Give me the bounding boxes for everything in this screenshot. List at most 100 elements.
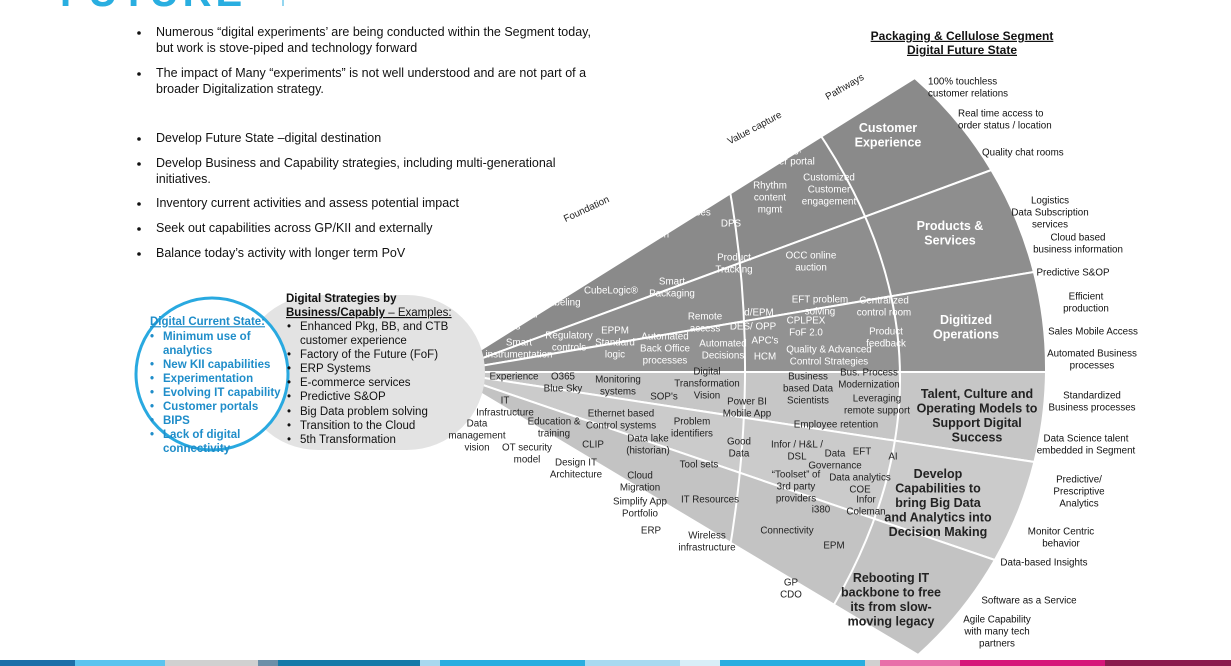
- bullet-dot: [137, 137, 141, 141]
- label-line: d/EPM: [744, 307, 773, 318]
- label-line: Control systems: [586, 420, 656, 431]
- label-line: embedded in Segment: [1037, 445, 1136, 456]
- label-line: Raw Material: [480, 309, 537, 320]
- label-line: 100% touchless: [928, 76, 997, 87]
- label-line: systems: [600, 386, 636, 397]
- footer-stripe: [440, 660, 585, 666]
- label-line: training: [538, 428, 570, 439]
- label-line: Smart: [506, 337, 532, 348]
- label-line: remote support: [844, 405, 910, 416]
- label-line: COE: [849, 484, 871, 495]
- label-line: Data: [825, 448, 846, 459]
- label-line: Data lake: [627, 433, 669, 444]
- label-line: instrumentation: [486, 349, 553, 360]
- label-line: business information: [1033, 244, 1123, 255]
- bullet-dot: [137, 162, 141, 166]
- label-line: GPnow!: [493, 286, 528, 297]
- label-line: Automated: [699, 338, 746, 349]
- label-line: Architecture: [550, 469, 603, 480]
- label-line: Decision Making: [889, 525, 988, 539]
- bullet-mark: •: [150, 359, 154, 371]
- label-line: initiatives.: [156, 172, 211, 186]
- label-line: with many tech: [963, 626, 1029, 637]
- label-line: auction: [795, 262, 827, 273]
- label-line: Analytics: [1059, 498, 1098, 509]
- label-line: Services: [924, 233, 975, 247]
- label-line: Education &: [528, 416, 581, 427]
- footer-stripe: [420, 660, 440, 666]
- label-line: 5th Transformation: [300, 434, 396, 446]
- label-line: CubeLogic®: [584, 285, 639, 296]
- label-line: Data-based Insights: [1000, 557, 1087, 568]
- label-line: Predictive/: [1056, 474, 1102, 485]
- label-line: Prescriptive: [1053, 486, 1105, 497]
- label-line: 3rd party: [777, 481, 816, 492]
- label-line: New KII capabilities: [163, 359, 270, 371]
- strategy-title: Digital Strategies by: [286, 293, 397, 305]
- label-line: Infrastructure: [476, 407, 534, 418]
- label-line: Minimum use of: [163, 331, 251, 343]
- label-line: Back Office: [640, 343, 690, 354]
- label-line: Predictive S&OP: [1037, 267, 1110, 278]
- label-line: bring Big Data: [895, 496, 981, 510]
- label-line: processes: [1070, 360, 1115, 371]
- footer-stripe: [75, 660, 165, 666]
- label-line: Seek out capabilities across GP/KII and …: [156, 221, 433, 235]
- label-line: partners: [979, 638, 1015, 649]
- footer-stripe: [960, 660, 1105, 666]
- bullet-mark: •: [287, 391, 291, 403]
- bullet-mark: •: [287, 349, 291, 361]
- label-line: IT: [501, 395, 510, 406]
- label-line: backbone to free: [841, 585, 941, 599]
- label-line: Develop: [914, 467, 963, 481]
- label-line: Labeling: [543, 297, 580, 308]
- label-line: The impact of Many “experiments” is not …: [156, 66, 586, 80]
- label-line: Transition to the Cloud: [300, 420, 415, 432]
- label-line: Data: [467, 418, 488, 429]
- label-line: E-commerce services: [300, 377, 411, 389]
- label-line: but work is stove-piped and technology f…: [156, 41, 417, 55]
- bullet-mark: •: [150, 331, 154, 343]
- label-line: Inventory current activities and assess …: [156, 196, 459, 210]
- current-state-circle: [134, 296, 290, 452]
- label-line: Wireless: [688, 530, 726, 541]
- label-line: Standardized: [1063, 390, 1121, 401]
- label-line: Power BI: [727, 396, 767, 407]
- label-line: customer experience: [300, 335, 407, 347]
- footer-bar: [0, 660, 1231, 666]
- footer-stripe: [585, 660, 680, 666]
- label-line: Blue Sky: [544, 383, 583, 394]
- label-line: Ethernet based: [588, 408, 654, 419]
- bullet-mark: •: [287, 434, 291, 446]
- label-line: Quality & Advanced: [786, 344, 872, 355]
- label-line: Balance today’s activity with longer ter…: [156, 246, 406, 260]
- label-line: DSL: [787, 451, 807, 462]
- label-line: Enhanced Pkg, BB, and CTB: [300, 321, 449, 333]
- label-line: identifiers: [671, 428, 713, 439]
- label-line: Transformation: [674, 378, 740, 389]
- label-line: Tool sets: [680, 459, 719, 470]
- ring-boundary: [807, 116, 901, 641]
- bullet-mark: •: [287, 377, 291, 389]
- label-line: Packaging: [649, 288, 695, 299]
- label-line: IT Resources: [681, 494, 739, 505]
- footer-stripe: [880, 660, 960, 666]
- label-line: Services: [673, 207, 711, 218]
- label-line: HCM: [754, 351, 776, 362]
- label-line: Software as a Service: [981, 595, 1077, 606]
- label-line: CDO: [780, 589, 802, 600]
- label-line: connectivity: [163, 443, 231, 455]
- footer-stripe: [165, 660, 258, 666]
- label-line: Control Strategies: [790, 356, 869, 367]
- footer-stripe: [278, 660, 420, 666]
- label-line: OCC online: [786, 250, 837, 261]
- bullet-mark: •: [150, 387, 154, 399]
- strategy-pill: [240, 295, 485, 450]
- bullet-mark: •: [287, 420, 291, 432]
- label-line: SOP's: [650, 391, 678, 402]
- bullet-dot: [137, 202, 141, 206]
- label-line: Experience: [855, 135, 922, 149]
- label-line: Decisions: [702, 350, 745, 361]
- label-line: Customer: [859, 121, 917, 135]
